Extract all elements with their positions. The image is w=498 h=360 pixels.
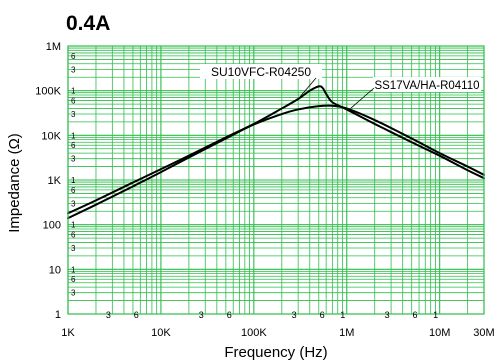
series-line-2: [67, 104, 485, 220]
x-axis-label: Frequency (Hz): [224, 344, 327, 360]
plot-frame: [67, 45, 485, 315]
y-minor-tick-label: 3: [71, 110, 76, 119]
x-tick-label: 10K: [151, 327, 171, 339]
annotations: SU10VFC-R04250 SS17VA/HA-R04110: [200, 64, 481, 109]
series-group: [67, 85, 485, 220]
y-minor-tick-label: 6: [71, 97, 76, 106]
annotation-bg: [200, 64, 322, 79]
y-axis-label: Impedance (Ω): [6, 133, 23, 233]
x-minor-tick-label: 6: [227, 310, 232, 320]
x-minor-tick-label: 3: [292, 310, 297, 320]
annotation-leader: [350, 87, 375, 109]
y-minor-tick-label: 3: [71, 65, 76, 74]
y-tick-label: 10: [49, 264, 61, 276]
y-minor-tick-label: 3: [71, 244, 76, 253]
chart-title: 0.4A: [66, 12, 110, 35]
y-tick-label: 1K: [48, 175, 62, 187]
annotation-ss17va: SS17VA/HA-R04110: [374, 80, 479, 92]
x-tick-label: 10M: [429, 327, 450, 339]
x-minor-tick-label: 3: [199, 310, 204, 320]
y-minor-tick-label: 1: [71, 87, 76, 96]
y-minor-tick-label: 3: [71, 155, 76, 164]
series-line-1: [67, 85, 485, 215]
y-minor-tick-label: 6: [71, 186, 76, 195]
y-tick-label: 1M: [46, 41, 61, 53]
y-minor-tick-label: 1: [71, 176, 76, 185]
y-tick-label: 100K: [35, 86, 61, 98]
y-minor-tick-label: 3: [71, 289, 76, 298]
y-tick-label: 10K: [41, 130, 61, 142]
y-minor-tick-label: 6: [71, 141, 76, 150]
x-minor-tick-label: 3: [106, 310, 111, 320]
x-tick-label: 30M: [473, 327, 494, 339]
annotation-su10vfc: SU10VFC-R04250: [211, 65, 311, 79]
y-minor-tick-label: 1: [71, 221, 76, 230]
x-minor-tick-label: 1: [340, 310, 345, 320]
x-tick-labels: 1K 10K 100K 1M 10M 30M 3 6 3 6 3 6 3 6 1 1: [61, 310, 494, 339]
x-minor-tick-label: 6: [320, 310, 325, 320]
y-minor-tick-label: 6: [71, 275, 76, 284]
y-minor-tick-label: 6: [71, 52, 76, 61]
y-minor-tick-label: 3: [71, 199, 76, 208]
annotation-bg: [373, 77, 481, 92]
x-tick-label: 1K: [61, 327, 75, 339]
y-tick-label: 1: [55, 309, 61, 321]
x-tick-label: 1M: [339, 327, 354, 339]
x-minor-tick-label: 6: [134, 310, 139, 320]
y-minor-tick-label: 1: [71, 265, 76, 274]
y-tick-label: 100: [43, 220, 61, 232]
y-minor-tick-label: 6: [71, 231, 76, 240]
x-minor-tick-label: 3: [385, 310, 390, 320]
annotation-leader: [297, 77, 317, 100]
y-minor-tick-label: 1: [71, 131, 76, 140]
x-tick-label: 100K: [241, 327, 267, 339]
x-minor-tick-label: 1: [433, 310, 438, 320]
x-minor-tick-label: 6: [413, 310, 418, 320]
